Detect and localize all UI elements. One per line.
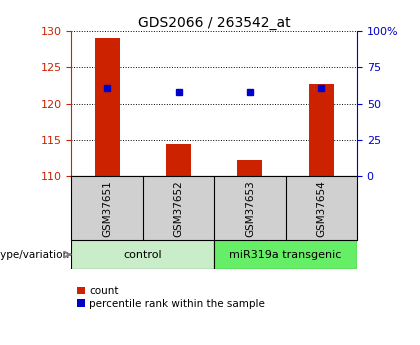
Title: GDS2066 / 263542_at: GDS2066 / 263542_at	[138, 16, 291, 30]
Bar	[237, 160, 262, 176]
Bar	[309, 84, 334, 176]
Text: miR319a transgenic: miR319a transgenic	[229, 249, 342, 259]
Bar	[166, 144, 191, 176]
Text: genotype/variation: genotype/variation	[0, 249, 70, 259]
Legend: count, percentile rank within the sample: count, percentile rank within the sample	[76, 286, 265, 309]
Text: GSM37651: GSM37651	[102, 180, 112, 237]
Text: GSM37653: GSM37653	[245, 180, 255, 237]
Bar	[94, 38, 120, 176]
Text: GSM37654: GSM37654	[316, 180, 326, 237]
Text: GSM37652: GSM37652	[173, 180, 184, 237]
Bar	[71, 240, 214, 269]
Bar	[214, 240, 357, 269]
Text: control: control	[123, 249, 162, 259]
